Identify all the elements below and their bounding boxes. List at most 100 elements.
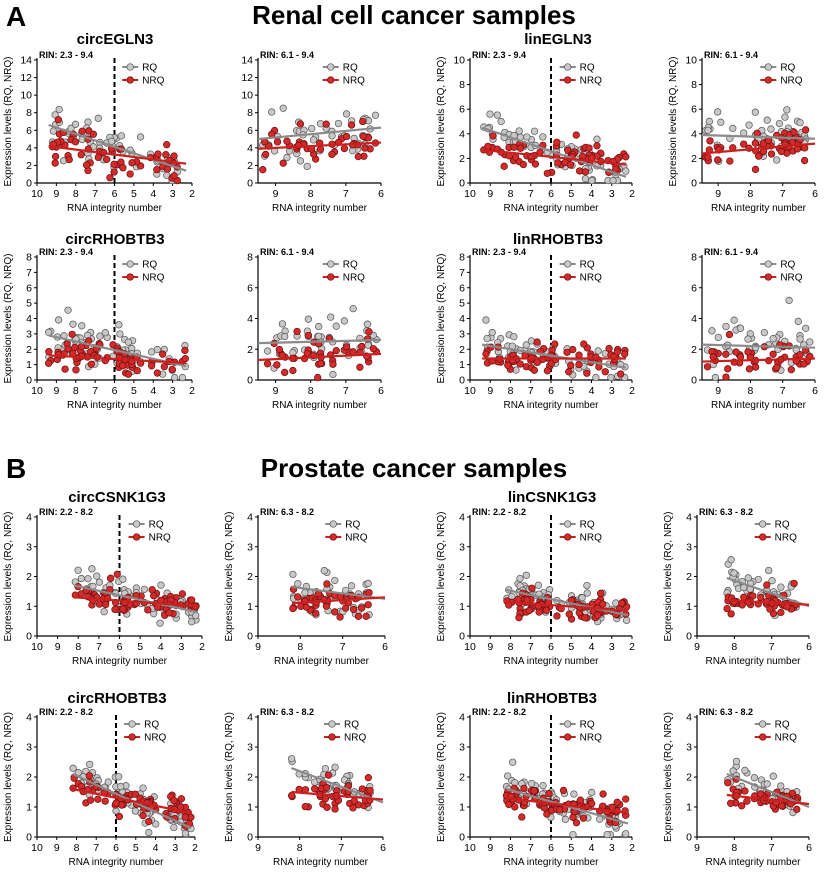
nrq-point [110,168,118,176]
rq-point [136,133,145,141]
rq-point [147,348,156,356]
rq-point [768,577,776,585]
x-axis-label: RNA integrity number [711,400,807,411]
nrq-point [45,348,53,356]
nrq-point [94,795,102,803]
legend-rq-marker [329,520,337,528]
rq-point [736,324,745,332]
nrq-point [580,340,588,348]
legend: RQ NRQ [122,260,165,284]
rq-point [101,329,109,337]
rq-point [781,113,789,121]
rin-range-label: RIN: 6.1 - 9.4 [704,50,758,60]
nrq-point [293,327,301,336]
nrq-point [773,363,781,371]
nrq-point [583,369,591,377]
x-tick-label: 9 [54,842,60,854]
nrq-point [588,799,596,808]
y-tick-label: 2 [691,344,697,356]
rq-point [188,618,196,626]
rq-point [523,133,531,141]
nrq-point [533,338,541,346]
x-tick-label: 4 [589,641,595,653]
x-tick-label: 6 [548,385,554,397]
y-tick-label: 3 [686,541,692,553]
nrq-point [788,789,797,797]
rq-point [527,779,536,788]
rq-point [74,566,82,574]
y-tick-label: 2 [26,344,32,356]
rq-point [704,126,712,135]
rin-range-label: RIN: 2.2 - 8.2 [39,707,93,717]
rq-point [539,781,547,790]
rq-point [588,788,596,797]
x-tick-label: 7 [780,385,786,397]
legend-rq-marker [132,520,141,528]
y-tick-label: 2 [686,772,692,784]
x-tick-label: 9 [487,641,493,653]
nrq-point [322,784,331,792]
nrq-point [168,365,176,374]
y-tick-label: 4 [459,712,465,724]
nrq-point [321,794,330,803]
y-tick-label: 5 [26,298,32,310]
rq-point [497,117,505,126]
nrq-point [283,137,291,145]
nrq-point [364,601,372,609]
y-tick-label: 2 [247,772,253,784]
legend-rq-marker [328,720,336,728]
rq-point [583,581,591,590]
x-tick-label: 2 [629,641,635,653]
nrq-point [581,614,589,622]
nrq-point [51,152,60,161]
y-tick-label: 6 [691,282,697,294]
nrq-point [516,360,524,368]
nrq-point [738,601,746,609]
rq-point [708,327,716,335]
nrq-point [723,604,731,613]
x-tick-label: 7 [780,188,786,200]
x-tick-label: 10 [31,188,43,200]
x-tick-label: 5 [568,188,574,200]
scatter-chart: RIN: 6.3 - 8.2 0 1 2 3 4 9 8 7 6 RNA integrity num… [224,707,386,868]
x-tick-label: 8 [508,842,514,854]
x-tick-label: 10 [31,385,43,397]
nrq-point [365,328,373,336]
nrq-point [724,779,732,787]
rq-point [364,579,372,588]
legend-nrq-marker [564,273,572,281]
y-tick-label: 3 [247,742,253,754]
rq-point [340,317,349,325]
legend-nrq-label: NRQ [780,273,802,284]
x-axis-label: RNA integrity number [68,857,164,868]
nrq-point [61,365,69,373]
nrq-point [738,802,746,810]
x-tick-label: 9 [694,842,700,854]
rq-point [331,576,339,585]
y-tick-label: 6 [459,282,465,294]
rq-regression-line [48,123,187,172]
nrq-point [597,589,605,598]
y-tick-label: 0 [247,631,253,643]
nrq-point [585,144,593,152]
nrq-regression-line [726,599,810,606]
y-tick-label: 8 [691,252,697,264]
nrq-point [94,153,102,162]
legend-rq-marker [764,260,772,268]
rq-point [294,580,302,588]
rq-regression-line [481,126,627,178]
nrq-point [365,588,373,597]
nrq-point [44,359,53,367]
rq-point [181,829,190,838]
nrq-point [790,128,798,136]
rq-point [730,316,738,324]
legend-rq-marker [126,260,134,268]
chart-title: linRHOBTB3 [507,690,597,707]
x-tick-label: 2 [629,188,635,200]
nrq-point [569,345,577,354]
nrq-point [777,608,785,617]
nrq-regression-line [726,793,810,806]
x-axis-label: RNA integrity number [272,203,368,214]
nrq-point [714,156,722,164]
